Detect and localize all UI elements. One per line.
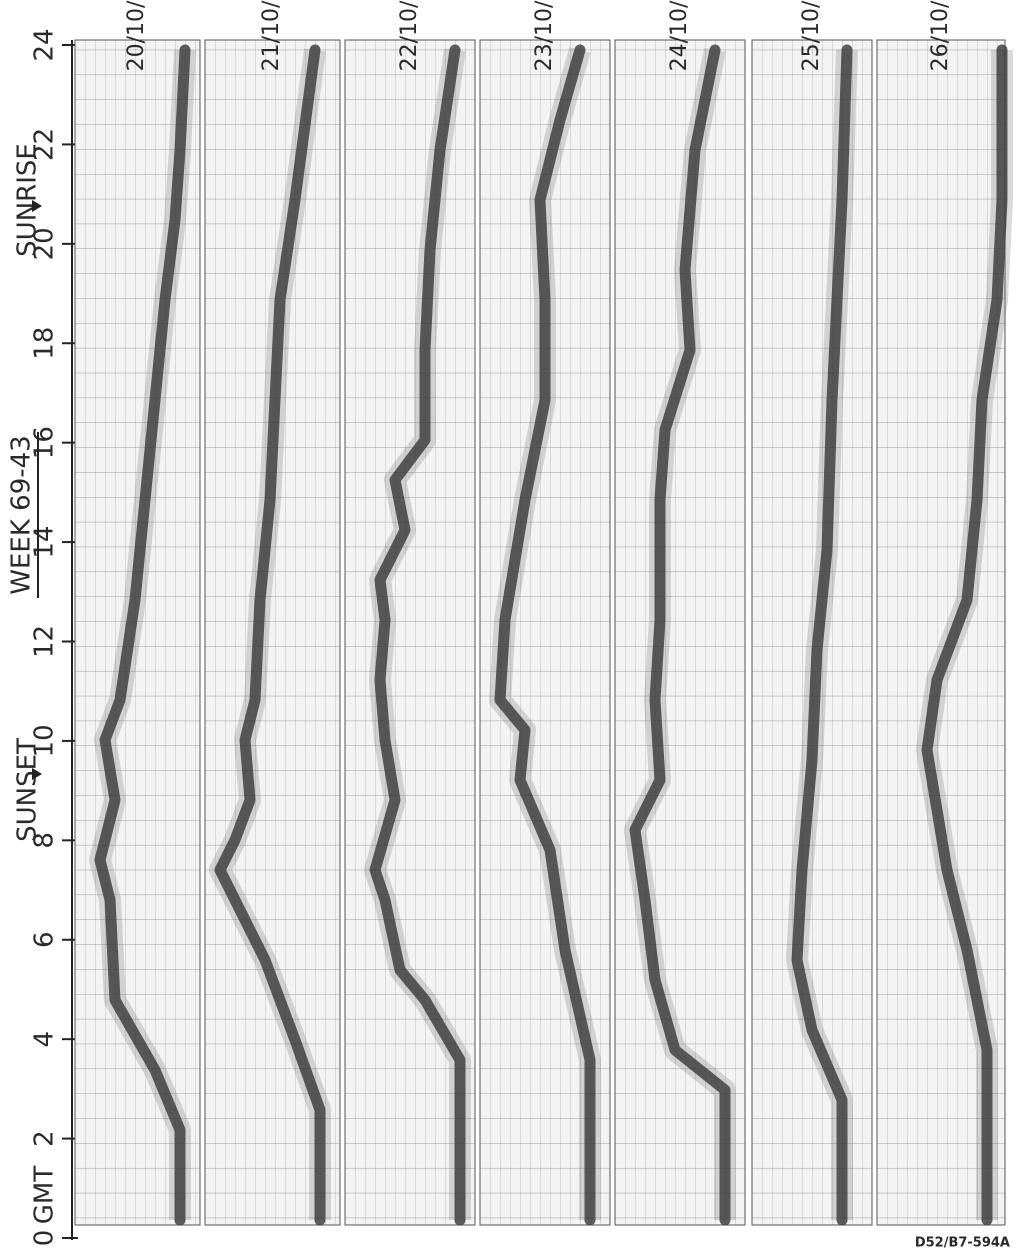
tick-label: 24 [30,28,60,61]
tick-label: 2 [30,1130,60,1147]
strip-date: 25/10/69 [799,0,824,71]
axis-label: GMT [30,1166,60,1225]
sunrise-label: SUNRISE [13,143,43,257]
sunset-label: SUNSET [13,738,43,842]
strip-date: 20/10/69 [124,0,149,71]
tick-label: 18 [30,327,60,360]
recording-sheet: 024681012141618202224 GMT SUNSET SUNRISE… [0,0,1019,1256]
reference-code: D52/B7-594A [915,1236,1010,1251]
tick-label: 4 [30,1031,60,1048]
tick-label: 0 [30,1230,60,1247]
strip: 26/10/69 [877,0,1005,1225]
strip-date: 24/10/69 [667,0,692,71]
strip: 20/10/69 [75,0,200,1225]
strips: 20/10/69 21/10/69 22/10/69 23/10/69 24/1… [75,0,1005,1225]
strip-date: 22/10/69 [397,0,422,71]
strip-date: 23/10/69 [532,0,557,71]
strip-date: 21/10/69 [259,0,284,71]
strip: 24/10/69 [615,0,745,1225]
tick-label: 12 [30,625,60,658]
strip: 25/10/69 [752,0,872,1225]
strip-date: 26/10/69 [928,0,953,71]
week-label: WEEK 69-43 [7,435,37,594]
strip: 23/10/69 [480,0,610,1225]
strip: 21/10/69 [205,0,340,1225]
strip: 22/10/69 [345,0,475,1225]
strip-paper [205,40,340,1225]
tick-label: 6 [30,931,60,948]
